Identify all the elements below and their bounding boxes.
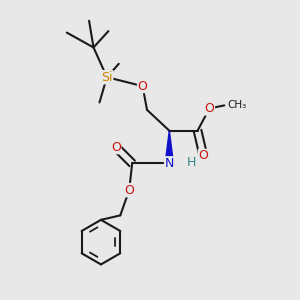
Text: O: O xyxy=(138,80,148,93)
Text: O: O xyxy=(111,140,121,154)
Polygon shape xyxy=(165,131,173,164)
Text: Si: Si xyxy=(101,71,113,84)
Text: N: N xyxy=(165,157,174,170)
Text: O: O xyxy=(199,149,208,162)
Text: O: O xyxy=(124,184,134,196)
Text: O: O xyxy=(205,102,214,115)
Text: CH₃: CH₃ xyxy=(227,100,247,110)
Text: H: H xyxy=(187,156,196,169)
